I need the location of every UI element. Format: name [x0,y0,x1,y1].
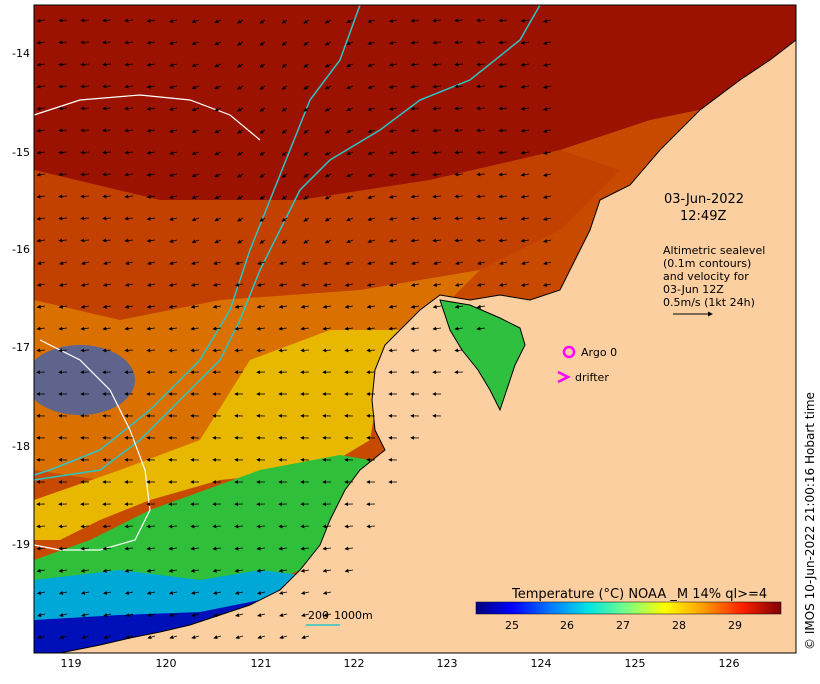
x-tick: 124 [531,657,552,670]
x-tick: 120 [156,657,177,670]
y-tick: -19 [12,538,30,551]
bathy-200-label: 200 [308,609,329,622]
colorbar-tick: 27 [616,619,630,632]
altimetry-line-5: 0.5m/s (1kt 24h) [663,296,755,309]
time-line: 12:49Z [680,209,726,224]
credit-text: © IMOS 10-Jun-2022 21:00:16 Hobart time [803,330,817,650]
argo-label: Argo 0 [581,346,617,359]
x-tick: 122 [344,657,365,670]
bathy-1000-label: 1000m [334,609,373,622]
colorbar-tick: 25 [505,619,519,632]
colorbar-tick: 28 [672,619,686,632]
y-tick: -16 [12,243,30,256]
colorbar-title: Temperature (°C) NOAA _M 14% ql>=4 [511,587,767,602]
y-tick: -15 [12,146,30,159]
altimetry-line-1: Altimetric sealevel [663,244,765,257]
y-tick: -14 [12,47,30,60]
colorbar-tick: 26 [560,619,574,632]
colorbar-bar [476,602,781,614]
altimetry-line-4: 03-Jun 12Z [663,283,724,296]
altimetry-line-3: and velocity for [663,270,749,283]
y-axis: -14 -15 -16 -17 -18 -19 [12,47,30,551]
x-tick: 125 [625,657,646,670]
altimetry-line-2: (0.1m contours) [663,257,751,270]
x-tick: 119 [61,657,82,670]
x-tick: 121 [251,657,272,670]
y-tick: -17 [12,341,30,354]
colorbar-tick: 29 [728,619,742,632]
date-line: 03-Jun-2022 [664,192,744,207]
x-axis: 119 120 121 122 123 124 125 126 [61,657,740,670]
x-tick: 123 [437,657,458,670]
y-tick: -18 [12,440,30,453]
x-tick: 126 [719,657,740,670]
drifter-label: drifter [575,371,609,384]
